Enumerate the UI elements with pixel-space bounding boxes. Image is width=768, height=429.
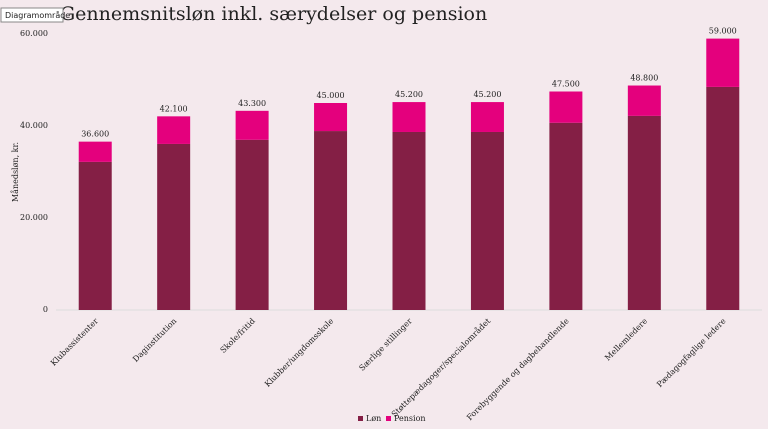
y-tick-label: 60.000 bbox=[20, 29, 48, 38]
legend-swatch bbox=[386, 416, 391, 421]
bar-segment bbox=[549, 122, 583, 310]
bar-segment bbox=[314, 103, 348, 132]
chart-title: Gennemsnitsløn inkl. særydelser og pensi… bbox=[60, 3, 487, 25]
bar-segment bbox=[78, 141, 112, 162]
bar-segment bbox=[78, 161, 112, 310]
bar-segment bbox=[549, 91, 583, 123]
bar-segment bbox=[706, 38, 740, 87]
bar-segment bbox=[235, 110, 269, 140]
total-label: 45.000 bbox=[317, 91, 345, 100]
bar-segment bbox=[235, 139, 269, 310]
legend-swatch bbox=[358, 416, 363, 421]
bar-segment bbox=[627, 115, 661, 310]
bar-segment bbox=[470, 102, 504, 132]
bar-segment bbox=[392, 102, 426, 132]
total-label: 42.100 bbox=[160, 104, 188, 113]
legend-label: Løn bbox=[366, 414, 381, 423]
y-axis-label: Månedsløn, kr. bbox=[11, 142, 20, 202]
total-label: 43.300 bbox=[238, 99, 266, 108]
total-label: 59.000 bbox=[709, 27, 737, 36]
bar-segment bbox=[627, 85, 661, 116]
total-label: 47.500 bbox=[552, 80, 580, 89]
total-label: 48.800 bbox=[630, 74, 658, 83]
bar-segment bbox=[157, 143, 191, 310]
bar-segment bbox=[314, 131, 348, 310]
bar-segment bbox=[470, 131, 504, 310]
tooltip: Diagramområde bbox=[5, 10, 70, 20]
y-tick-label: 0 bbox=[43, 305, 48, 314]
total-label: 45.200 bbox=[395, 90, 423, 99]
tooltip-box bbox=[0, 7, 64, 23]
total-label: 45.200 bbox=[473, 90, 501, 99]
y-tick-label: 20.000 bbox=[20, 213, 48, 222]
bar-segment bbox=[392, 131, 426, 310]
bar-segment bbox=[706, 86, 740, 311]
legend-label: Pension bbox=[394, 414, 426, 423]
bar-segment bbox=[157, 116, 191, 144]
y-tick-label: 40.000 bbox=[20, 121, 48, 130]
total-label: 36.600 bbox=[81, 130, 109, 139]
